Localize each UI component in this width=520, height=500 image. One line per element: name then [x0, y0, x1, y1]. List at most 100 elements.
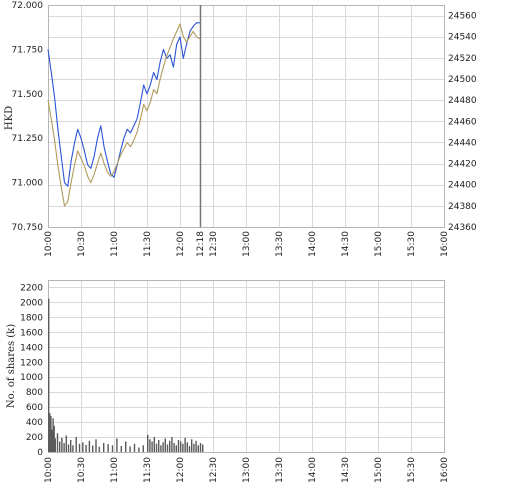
volume-bar	[111, 445, 114, 452]
volume-bar	[199, 443, 202, 452]
volume-y-tick-label: 2200	[20, 283, 43, 293]
volume-bar	[186, 442, 188, 452]
volume-bar	[65, 435, 67, 452]
volume-bar	[63, 443, 65, 452]
volume-panel: 0 200 400 600 800 1000 1200 1400 1600 1800 2000 220…	[6, 280, 450, 483]
volume-bar	[48, 298, 50, 452]
volume-y-tick-label: 2000	[20, 298, 43, 308]
volume-bar	[147, 434, 149, 452]
price-x-tick-label: 16:00	[440, 231, 450, 257]
price-x-tick-label: 13:30	[275, 231, 285, 257]
volume-bar	[160, 445, 162, 452]
volume-y-tick-label: 1000	[20, 373, 43, 383]
volume-y-tick-label: 0	[37, 448, 43, 458]
volume-y-tick-label: 1600	[20, 328, 43, 338]
volume-x-tick-label: 15:00	[374, 457, 384, 483]
volume-bar	[177, 440, 180, 452]
price-x-tick-label: 11:00	[110, 231, 120, 257]
volume-x-tick-label: 10:00	[44, 457, 54, 483]
volume-bar	[82, 442, 84, 452]
price-right-tick-label: 24460	[448, 117, 477, 127]
volume-bar	[180, 441, 182, 452]
volume-y-axis-label: No. of shares (k)	[6, 324, 17, 408]
price-x-tick-label: 12:30	[209, 231, 219, 257]
volume-y-tick-label: 600	[26, 403, 43, 413]
volume-bar	[85, 444, 87, 452]
volume-bar	[166, 444, 169, 452]
price-right-tick-label: 24400	[448, 181, 477, 191]
volume-bar	[164, 438, 166, 452]
price-right-tick-label: 24480	[448, 96, 477, 106]
volume-x-tick-label: 14:00	[308, 457, 318, 483]
volume-x-tick-label: 13:30	[275, 457, 285, 483]
price-x-tick-label: 10:00	[44, 231, 54, 257]
volume-x-tick-label: 16:00	[440, 457, 450, 483]
price-panel: 70.750 71.000 71.250 71.500 71.750 72.000 2436…	[4, 1, 477, 257]
price-x-tick-label: 15:30	[407, 231, 417, 257]
volume-bar	[193, 443, 195, 452]
price-right-tick-label: 24420	[448, 160, 477, 170]
volume-bar	[88, 440, 91, 452]
volume-x-tick-label: 13:00	[242, 457, 252, 483]
price-x-tick-label: 11:30	[143, 231, 153, 257]
volume-bar	[78, 443, 81, 452]
volume-bar	[173, 443, 175, 452]
volume-bar	[158, 440, 160, 452]
price-left-tick-label: 71.250	[12, 134, 44, 144]
price-y-axis-label: HKD	[4, 106, 15, 130]
price-series-line-right	[47, 23, 201, 207]
price-right-tick-label: 24560	[448, 12, 477, 22]
price-x-tick-label: 15:00	[374, 231, 384, 257]
volume-bar	[162, 442, 164, 452]
volume-bar	[138, 447, 140, 452]
volume-bar	[175, 445, 177, 452]
volume-bar	[133, 443, 136, 452]
price-left-tick-label: 71.000	[12, 179, 44, 189]
volume-bar	[107, 444, 109, 452]
volume-bar	[197, 445, 199, 452]
volume-bar	[188, 446, 191, 452]
volume-x-tick-label: 11:30	[143, 457, 153, 483]
price-right-tick-label: 24520	[448, 54, 477, 64]
volume-bar	[103, 443, 105, 452]
volume-y-tick-label: 400	[26, 418, 43, 428]
volume-bar	[53, 425, 55, 452]
volume-bar	[54, 438, 56, 452]
volume-y-tick-label: 1400	[20, 343, 43, 353]
volume-x-tick-label: 14:30	[341, 457, 351, 483]
volume-bar	[116, 438, 118, 452]
price-series-line-left	[47, 22, 200, 187]
volume-bar	[120, 446, 122, 452]
price-left-tick-label: 71.750	[12, 45, 44, 55]
volume-bar	[129, 446, 131, 452]
volume-bar	[98, 446, 100, 452]
volume-bar	[52, 418, 54, 452]
volume-bar	[56, 433, 59, 452]
volume-bar	[202, 444, 204, 452]
price-right-tick-label: 24500	[448, 75, 477, 85]
volume-y-tick-label: 800	[26, 388, 43, 398]
volume-y-tick-label: 200	[26, 433, 43, 443]
price-right-tick-label: 24380	[448, 202, 477, 212]
volume-bar	[125, 441, 127, 452]
volume-bar	[169, 440, 171, 452]
price-left-tick-label: 72.000	[12, 1, 44, 11]
volume-bar	[142, 445, 144, 452]
volume-bar	[171, 437, 173, 452]
volume-bar	[61, 437, 63, 452]
volume-bar	[151, 441, 153, 452]
volume-bar	[92, 445, 94, 452]
volume-bar	[72, 445, 74, 452]
volume-x-tick-label: 12:00	[176, 457, 186, 483]
volume-bar	[49, 413, 51, 452]
volume-bar	[149, 439, 151, 452]
price-x-tick-label: 14:30	[341, 231, 351, 257]
volume-bar	[67, 444, 70, 452]
volume-bar	[184, 437, 186, 452]
price-right-tick-label: 24440	[448, 138, 477, 148]
volume-bar	[195, 440, 197, 452]
price-x-tick-label: 12:00	[176, 231, 186, 257]
price-x-tick-label: 12:18	[196, 231, 206, 257]
volume-bar	[59, 441, 61, 452]
price-right-tick-label: 24540	[448, 33, 477, 43]
